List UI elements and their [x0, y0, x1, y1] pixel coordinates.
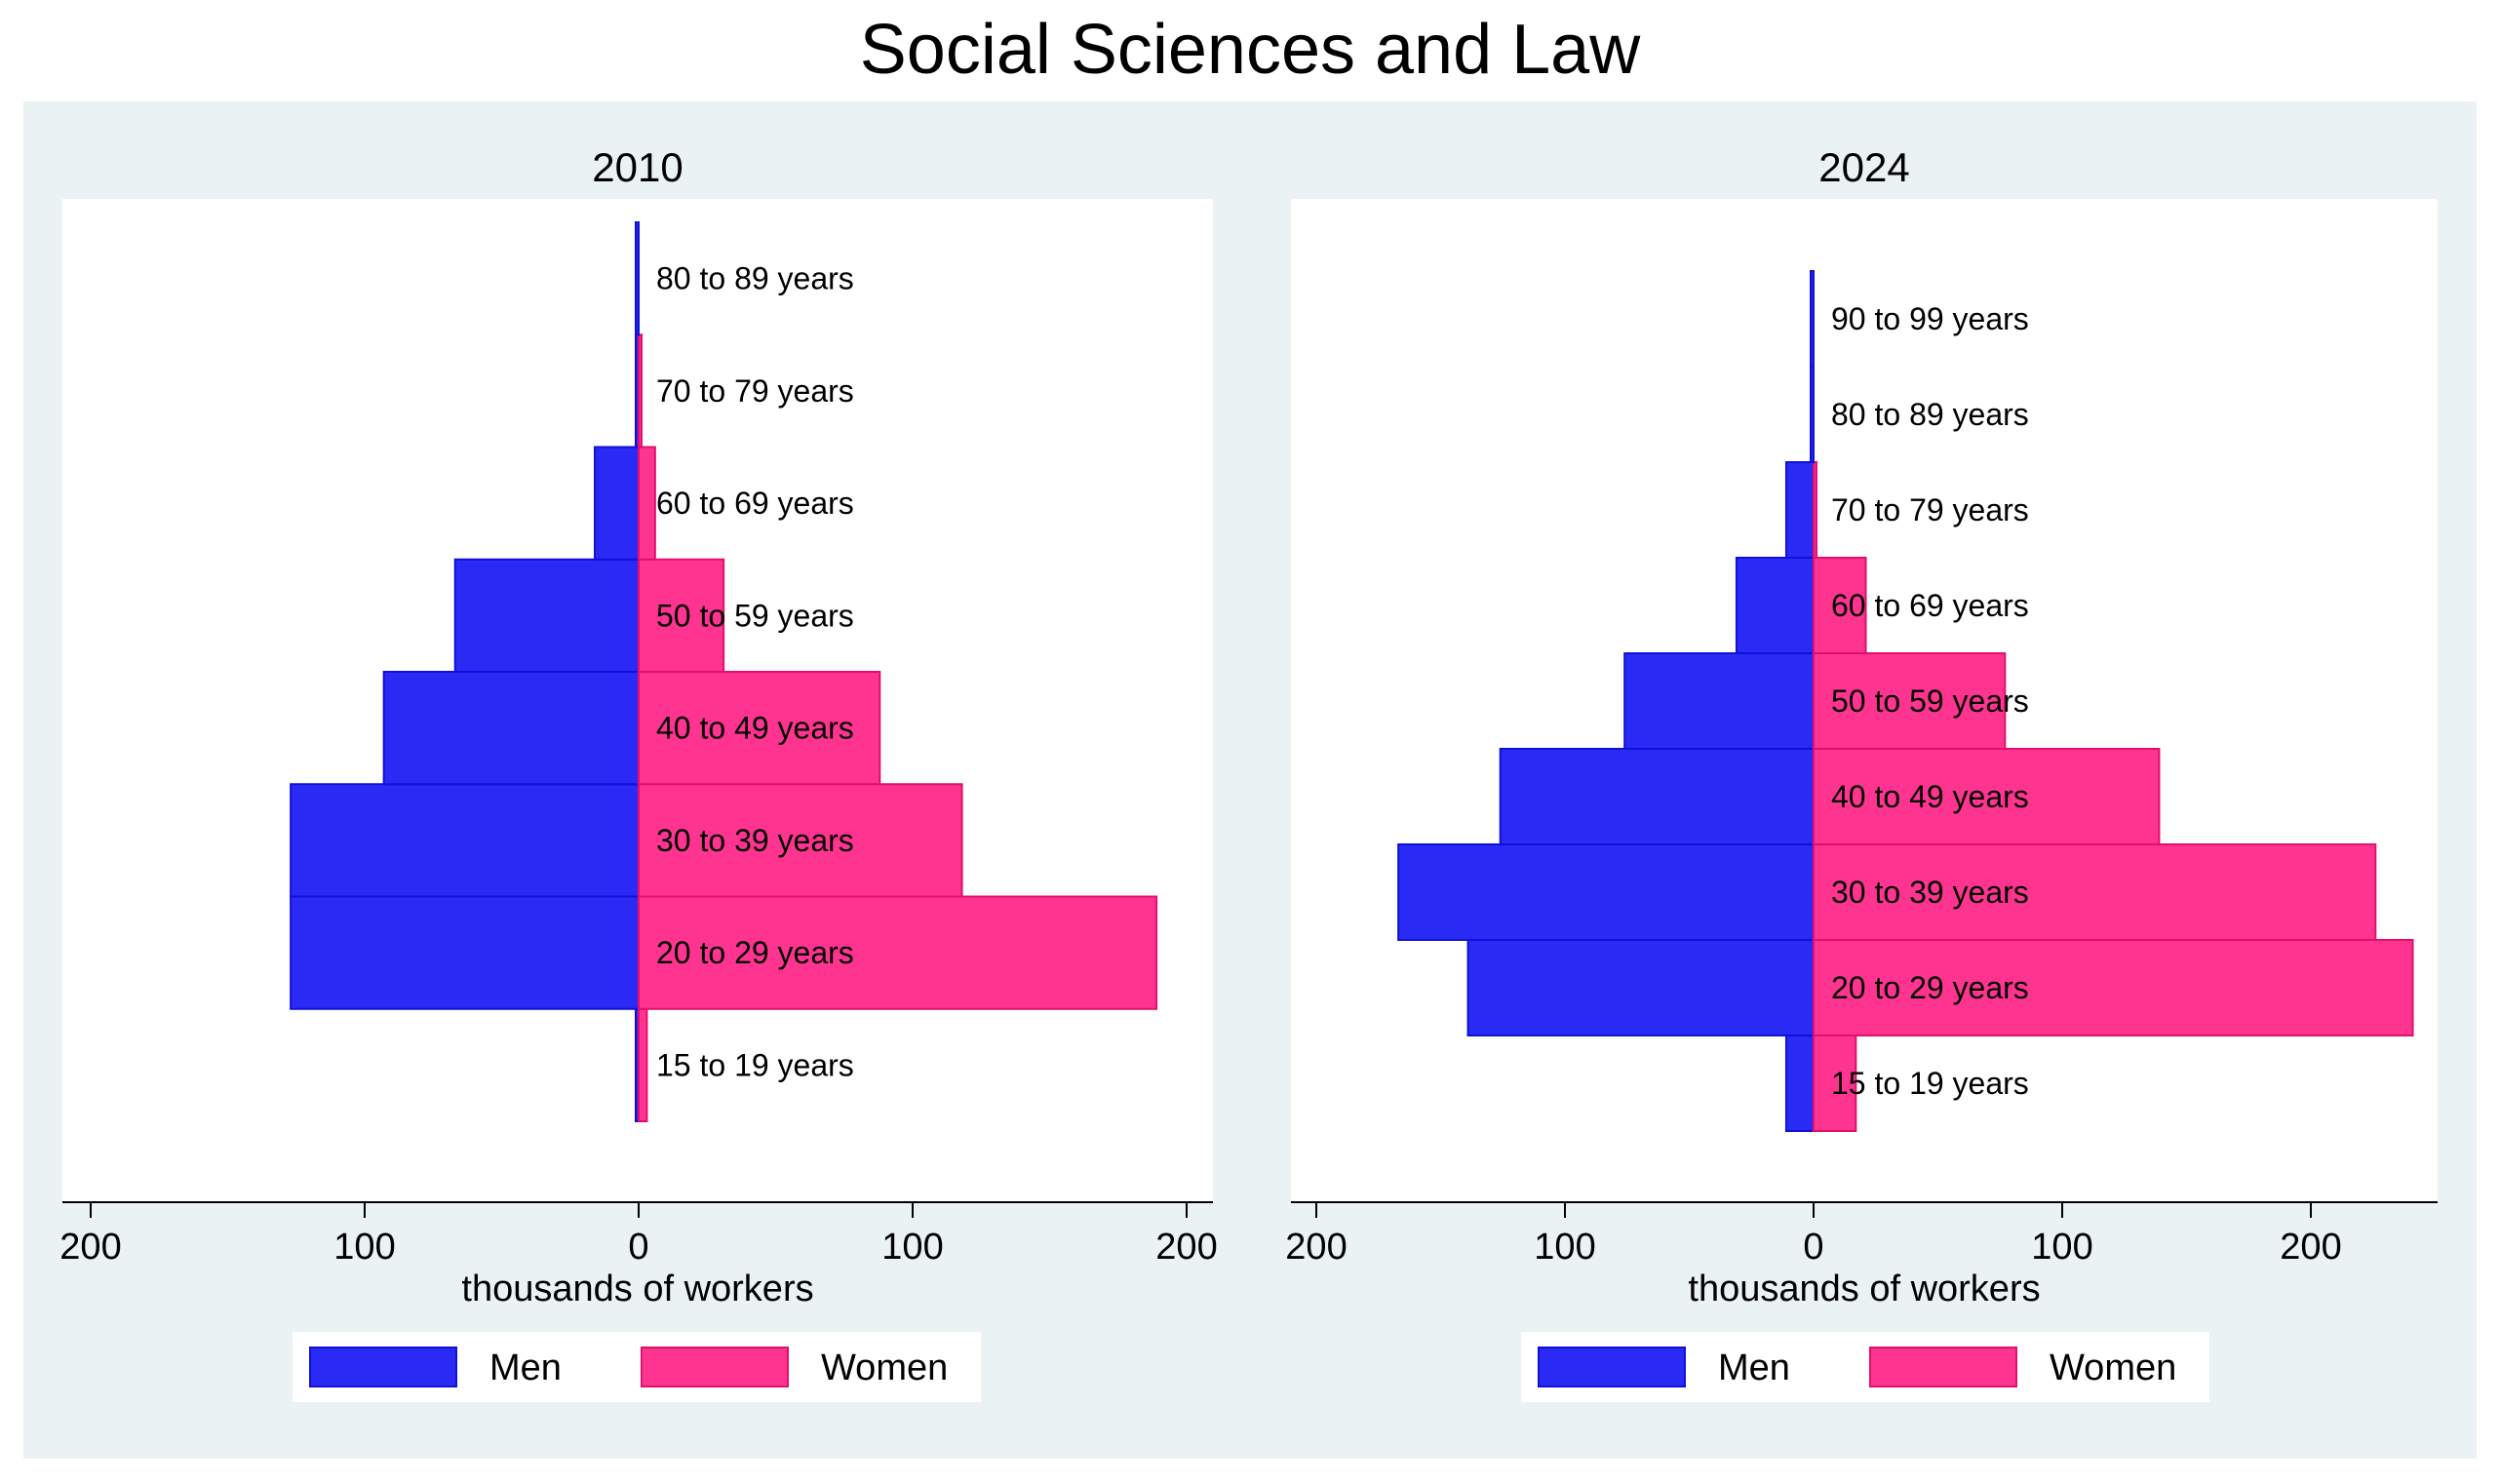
bar-men	[1784, 461, 1815, 559]
category-label: 15 to 19 years	[1831, 1066, 2029, 1101]
category-label: 15 to 19 years	[656, 1047, 854, 1082]
category-label: 80 to 89 years	[656, 261, 854, 296]
category-label: 60 to 69 years	[656, 486, 854, 521]
category-label: 30 to 39 years	[1831, 875, 2029, 910]
legend-label-men: Men	[489, 1347, 562, 1388]
legend-label-men: Men	[1718, 1347, 1790, 1388]
panel-2024: 2024 15 to 19 years 20 to 29 years 30 to 39…	[1285, 144, 2438, 1402]
panel-title: 2010	[592, 144, 683, 190]
legend: Men Women	[293, 1332, 981, 1402]
bar-men	[1810, 366, 1815, 463]
legend-swatch-women	[641, 1347, 789, 1387]
bar-men	[1810, 270, 1815, 368]
x-tick-label: 0	[628, 1227, 648, 1268]
category-label: 20 to 29 years	[656, 935, 854, 970]
bar-women	[638, 895, 1158, 1010]
x-tick-label: 100	[333, 1227, 395, 1268]
bar-women	[1813, 843, 2377, 941]
category-label: 70 to 79 years	[656, 373, 854, 409]
bar-men	[382, 671, 640, 786]
bar-women	[1813, 461, 1817, 559]
x-axis-title: thousands of workers	[1688, 1269, 2040, 1309]
bar-women	[638, 671, 881, 786]
x-axis-title: thousands of workers	[461, 1269, 813, 1309]
category-label: 60 to 69 years	[1831, 588, 2029, 623]
bar-men	[635, 221, 640, 336]
x-tick-label: 200	[2280, 1227, 2341, 1268]
panel-2010: 2010 15 to 19 years 20 to 29 years 30 to 39…	[59, 144, 1218, 1402]
category-label: 40 to 49 years	[656, 711, 854, 746]
chart-panels: 2010 15 to 19 years 20 to 29 years 30 to 39…	[59, 144, 2438, 1402]
x-tick-label: 100	[881, 1227, 943, 1268]
bar-women	[1813, 557, 1867, 654]
category-label: 50 to 59 years	[1831, 683, 2029, 719]
bar-women	[638, 1007, 648, 1122]
category-label: 40 to 49 years	[1831, 779, 2029, 814]
bar-men	[290, 895, 640, 1010]
bar-men	[1397, 843, 1816, 941]
category-label: 30 to 39 years	[656, 823, 854, 858]
legend: Men Women	[1521, 1332, 2209, 1402]
x-tick-label: 100	[2031, 1227, 2092, 1268]
bar-women	[638, 783, 963, 898]
bar-men	[1784, 1035, 1815, 1132]
chart-title: Social Sciences and Law	[860, 11, 1641, 89]
bar-women	[638, 558, 725, 673]
category-label: 20 to 29 years	[1831, 970, 2029, 1005]
bar-men	[1499, 748, 1815, 845]
category-label: 80 to 89 years	[1831, 397, 2029, 432]
legend-swatch-men	[309, 1347, 457, 1387]
category-label: 50 to 59 years	[656, 598, 854, 633]
legend-label-women: Women	[821, 1347, 948, 1388]
x-tick-label: 200	[59, 1227, 121, 1268]
bar-women	[1813, 652, 2007, 750]
bar-women	[638, 446, 656, 561]
x-tick-label: 200	[1155, 1227, 1217, 1268]
legend-swatch-women	[1869, 1347, 2017, 1387]
panel-title: 2024	[1818, 144, 1909, 190]
bar-women	[638, 333, 643, 449]
bar-women	[1813, 748, 2161, 845]
category-label: 70 to 79 years	[1831, 492, 2029, 527]
bar-men	[1735, 557, 1815, 654]
x-tick-label: 100	[1534, 1227, 1595, 1268]
bar-men	[453, 558, 641, 673]
bar-men	[1466, 939, 1816, 1036]
category-label: 90 to 99 years	[1831, 301, 2029, 336]
x-tick-label: 200	[1285, 1227, 1347, 1268]
bar-men	[290, 783, 640, 898]
legend-swatch-men	[1538, 1347, 1686, 1387]
x-tick-label: 0	[1803, 1227, 1823, 1268]
legend-label-women: Women	[2050, 1347, 2176, 1388]
bar-men	[594, 446, 640, 561]
bar-men	[1623, 652, 1815, 750]
